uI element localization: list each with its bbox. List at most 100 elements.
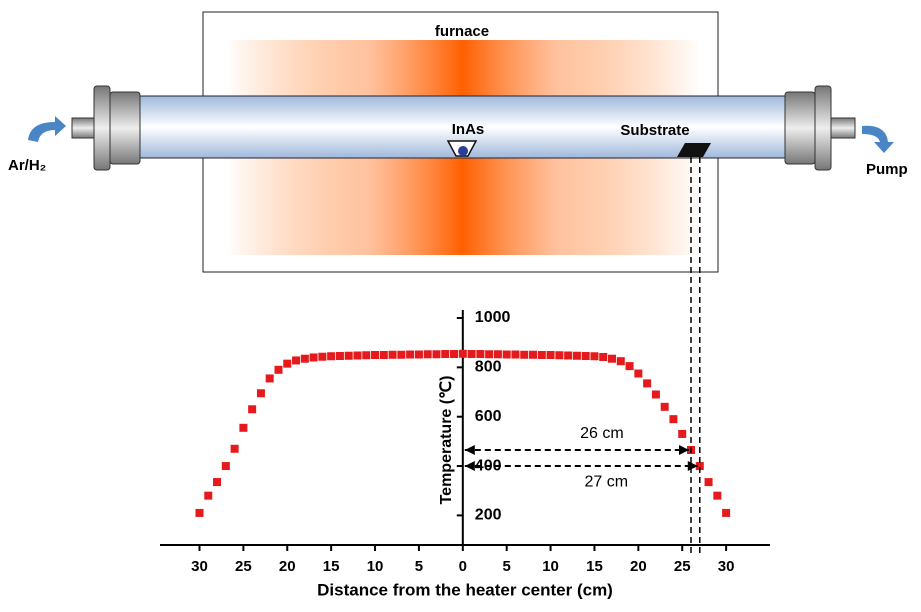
x-tick-label: 15 [323, 558, 340, 575]
x-tick-label: 25 [235, 558, 252, 575]
data-point [213, 478, 222, 487]
y-tick-label: 200 [475, 507, 502, 524]
x-tick-label: 0 [459, 558, 467, 575]
flange [93, 85, 111, 171]
chart: Distance from the heater center (cm) Tem… [160, 157, 770, 599]
data-point [493, 350, 502, 359]
data-point [643, 379, 652, 388]
flange [109, 91, 141, 165]
data-point [669, 415, 678, 424]
x-axis-label: Distance from the heater center (cm) [317, 580, 613, 599]
data-point [335, 351, 344, 360]
data-point [362, 351, 371, 360]
furnace-diagram: furnace Ar/H₂ Pump InAs Substrate [8, 11, 908, 273]
data-point [704, 478, 713, 487]
data-point [309, 353, 318, 362]
data-point [537, 351, 546, 360]
data-point [555, 351, 564, 360]
data-point [660, 402, 669, 411]
furnace-label: furnace [435, 23, 489, 40]
x-tick-label: 15 [586, 558, 603, 575]
y-tick-label: 1000 [475, 309, 511, 326]
data-point [695, 462, 704, 471]
data-point [248, 405, 257, 414]
data-point [230, 444, 239, 453]
data-point [388, 350, 397, 359]
data-point [502, 350, 511, 359]
data-point [221, 462, 230, 471]
data-point [678, 429, 687, 438]
data-point [432, 350, 441, 359]
data-point [608, 354, 617, 363]
data-point [353, 351, 362, 360]
data-point [371, 351, 380, 360]
flange [784, 91, 816, 165]
annotation: 27 cm [585, 473, 629, 490]
data-point [511, 350, 520, 359]
data-point [634, 369, 643, 378]
outlet-pipe [830, 117, 856, 139]
data-point [546, 351, 555, 360]
data-point [283, 359, 292, 368]
y-tick-label: 600 [475, 408, 502, 425]
data-point [590, 352, 599, 361]
data-point [476, 350, 485, 359]
data-point [450, 350, 459, 359]
data-point [379, 351, 388, 360]
data-point [564, 351, 573, 360]
data-point [239, 423, 248, 432]
data-point [458, 349, 467, 358]
data-point [485, 350, 494, 359]
data-point [581, 351, 590, 360]
data-point [274, 365, 283, 374]
data-point [423, 350, 432, 359]
x-tick-label: 10 [367, 558, 384, 575]
outlet-arrow [862, 125, 894, 153]
data-point [292, 356, 301, 365]
inas-source [458, 146, 468, 156]
data-point [256, 389, 265, 398]
data-point [722, 508, 731, 517]
data-point [204, 491, 213, 500]
y-tick-label: 800 [475, 359, 502, 376]
data-point [529, 350, 538, 359]
x-tick-label: 30 [718, 558, 735, 575]
heat-zone [225, 158, 700, 255]
inlet-arrow [28, 116, 66, 142]
arrow-head [464, 461, 475, 472]
substrate-label: Substrate [620, 122, 689, 139]
x-tick-label: 30 [191, 558, 208, 575]
data-point [520, 350, 529, 359]
data-point [441, 350, 450, 359]
outlet-label: Pump [866, 161, 908, 178]
x-tick-label: 5 [503, 558, 511, 575]
source-label: InAs [452, 121, 485, 138]
x-tick-label: 20 [630, 558, 647, 575]
arrow-head [464, 445, 475, 456]
x-tick-label: 25 [674, 558, 691, 575]
y-axis-label: Temperature (℃) [438, 376, 455, 505]
inlet-label: Ar/H₂ [8, 157, 46, 174]
data-point [300, 354, 309, 363]
x-tick-label: 5 [415, 558, 423, 575]
flange [814, 85, 832, 171]
substrate [677, 143, 711, 157]
data-point [572, 351, 581, 360]
x-tick-label: 10 [542, 558, 559, 575]
annotation: 26 cm [580, 425, 624, 442]
arrow-head [687, 461, 698, 472]
data-point [397, 350, 406, 359]
data-point [327, 352, 336, 361]
data-point [406, 350, 415, 359]
x-tick-label: 20 [279, 558, 296, 575]
data-point [616, 357, 625, 366]
data-point [467, 350, 476, 359]
data-point [599, 352, 608, 361]
heat-zone [225, 40, 700, 100]
data-point [651, 390, 660, 399]
data-point [265, 374, 274, 383]
data-point [414, 350, 423, 359]
data-point [344, 351, 353, 360]
data-point [625, 362, 634, 371]
